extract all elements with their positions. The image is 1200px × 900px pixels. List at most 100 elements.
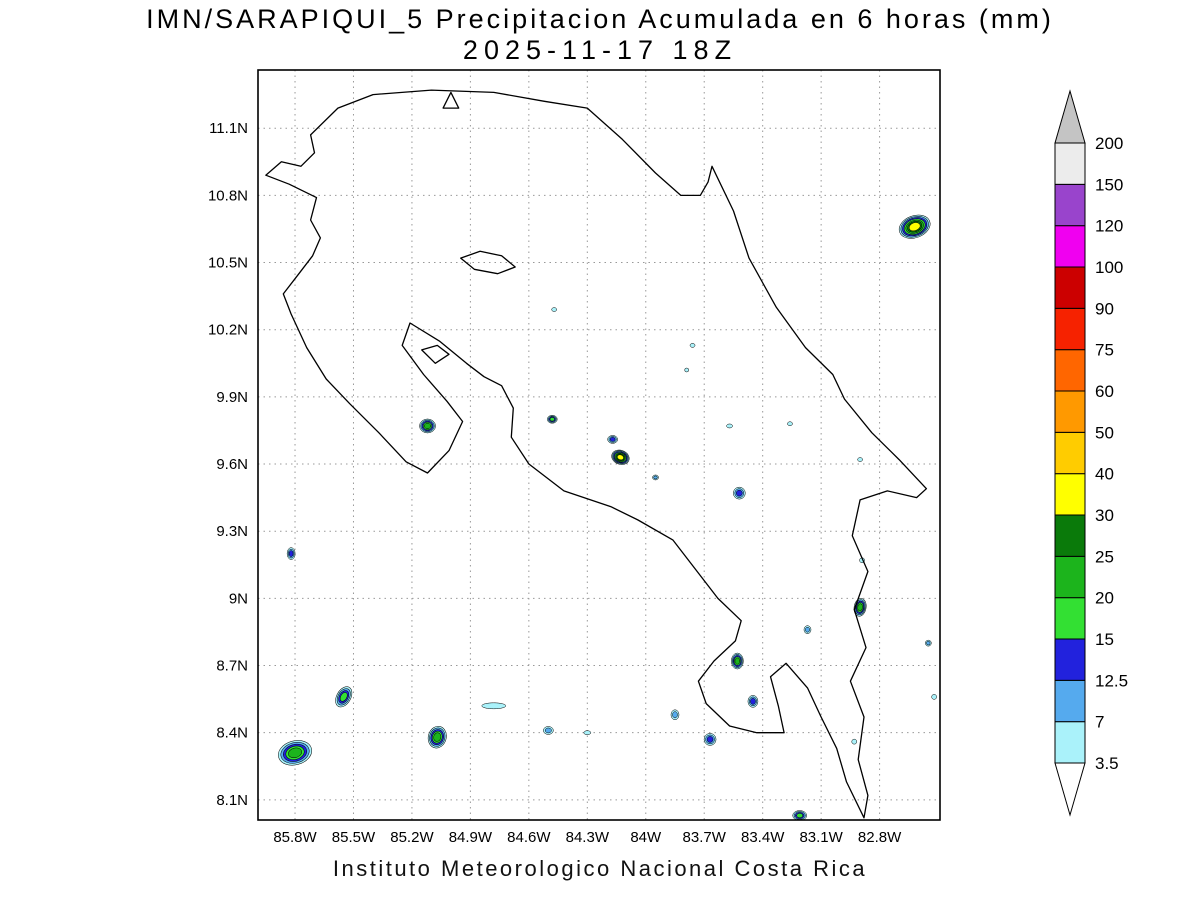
precip-cell xyxy=(607,435,618,444)
precip-cell xyxy=(551,307,557,312)
precip-cell xyxy=(857,457,863,462)
precip-contour-ring xyxy=(583,730,592,735)
y-tick-label: 8.1N xyxy=(216,792,248,809)
island-outline xyxy=(442,91,460,109)
precip-cell xyxy=(792,810,807,820)
x-tick-label: 83.4W xyxy=(741,829,785,846)
y-tick-label: 8.4N xyxy=(216,725,248,742)
precip-cell xyxy=(726,423,733,429)
precip-cell xyxy=(733,486,746,500)
colorbar-under-triangle xyxy=(1054,762,1086,817)
colorbar-band xyxy=(1054,679,1086,723)
precip-cell xyxy=(684,367,689,373)
y-tick-label: 10.8N xyxy=(208,187,248,204)
precipitation-cells xyxy=(278,214,937,820)
colorbar-over-triangle xyxy=(1054,89,1086,144)
colorbar-label: 50 xyxy=(1095,423,1114,442)
precip-cell xyxy=(689,343,696,348)
precip-contour-ring xyxy=(288,550,294,557)
x-tick-label: 82.8W xyxy=(858,829,902,846)
colorbar-label: 90 xyxy=(1095,299,1114,318)
precip-cell xyxy=(543,726,554,735)
y-tick-label: 10.5N xyxy=(208,255,248,272)
y-tick-label: 9.9N xyxy=(216,389,248,406)
precip-contour-ring xyxy=(805,626,810,633)
footer-caption: Instituto Meteorologico Nacional Costa R… xyxy=(332,856,868,881)
y-tick-label: 9N xyxy=(229,590,248,607)
precip-cell xyxy=(731,652,744,670)
precip-cell xyxy=(851,738,858,745)
x-tick-label: 85.8W xyxy=(273,829,317,846)
x-tick-label: 84W xyxy=(630,829,662,846)
y-tick-label: 9.3N xyxy=(216,523,248,540)
colorbar-label: 3.5 xyxy=(1095,754,1119,773)
colorbar-label: 100 xyxy=(1095,258,1123,277)
colorbar-label: 200 xyxy=(1095,134,1123,153)
colorbar-band xyxy=(1054,514,1086,557)
precip-contour-ring xyxy=(689,343,696,348)
colorbar-band xyxy=(1054,473,1086,516)
precip-cell xyxy=(481,702,507,710)
colorbar: 3.5 7 12.5 15 20 25 30 40 50 60 75 90 100 120 150 200 xyxy=(1054,89,1128,817)
precip-cell xyxy=(652,474,659,481)
precip-contour-ring xyxy=(339,692,348,702)
colorbar-label: 15 xyxy=(1095,630,1114,649)
precip-contour-ring xyxy=(551,307,557,312)
precip-cell xyxy=(787,421,793,426)
precip-contour-ring xyxy=(796,813,804,818)
colorbar-band xyxy=(1054,638,1086,681)
precip-contour-ring xyxy=(672,711,678,719)
precip-contour-ring xyxy=(908,222,921,232)
colorbar-label: 25 xyxy=(1095,547,1114,566)
precip-contour-ring xyxy=(857,457,863,462)
y-tick-label: 9.6N xyxy=(216,456,248,473)
precip-contour-ring xyxy=(549,417,555,422)
x-tick-label: 85.5W xyxy=(332,829,376,846)
x-tick-label: 83.7W xyxy=(683,829,727,846)
precip-cell xyxy=(546,415,558,424)
colorbar-label: 150 xyxy=(1095,175,1123,194)
gridlines xyxy=(258,70,940,820)
colorbar-band xyxy=(1054,555,1086,599)
colorbar-band xyxy=(1054,307,1086,351)
x-tick-label: 83.1W xyxy=(799,829,843,846)
precip-cell xyxy=(611,449,630,465)
precip-cell xyxy=(427,726,447,749)
precip-cell xyxy=(703,733,717,746)
precip-cell xyxy=(925,639,932,647)
precip-contour-ring xyxy=(424,422,431,430)
colorbar-band xyxy=(1054,142,1086,185)
precip-contour-ring xyxy=(481,702,507,710)
y-tick-label: 10.2N xyxy=(208,322,248,339)
precip-contour-ring xyxy=(684,367,689,373)
precip-contour-ring xyxy=(736,489,743,497)
colorbar-band xyxy=(1054,390,1086,433)
plot-frame xyxy=(257,69,941,821)
precip-cell xyxy=(747,695,759,708)
precip-cell xyxy=(931,694,937,700)
gulf-island-outline xyxy=(421,344,450,364)
precip-cell xyxy=(583,730,592,735)
precip-cell xyxy=(278,740,312,766)
x-tick-label: 84.9W xyxy=(449,829,493,846)
precip-cell xyxy=(898,214,931,239)
colorbar-label: 120 xyxy=(1095,217,1123,236)
costa-rica-coastline xyxy=(265,89,928,819)
precip-contour-ring xyxy=(706,736,714,743)
precip-contour-ring xyxy=(653,475,658,480)
precip-cell xyxy=(419,418,436,434)
precip-contour-ring xyxy=(288,747,302,759)
precip-cell xyxy=(670,709,680,721)
colorbar-band xyxy=(1054,266,1086,309)
precip-contour-ring xyxy=(926,641,931,646)
x-tick-label: 84.3W xyxy=(566,829,610,846)
lake-outline xyxy=(460,250,516,275)
precip-contour-ring xyxy=(857,603,863,612)
precip-contour-ring xyxy=(750,698,756,705)
precip-contour-ring xyxy=(931,694,937,700)
precip-contour-ring xyxy=(609,437,616,442)
colorbar-label: 7 xyxy=(1095,713,1104,732)
x-tick-label: 85.2W xyxy=(390,829,434,846)
